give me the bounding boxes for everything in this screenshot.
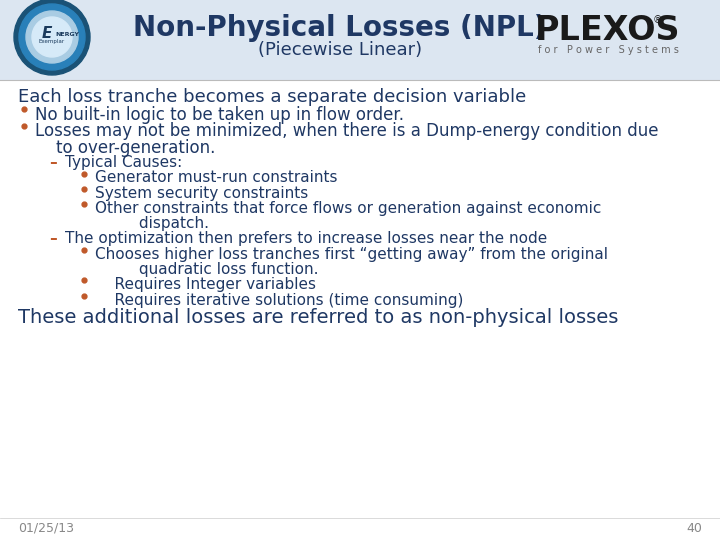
Text: Other constraints that force flows or generation against economic: Other constraints that force flows or ge… [95,201,601,216]
Text: (Piecewise Linear): (Piecewise Linear) [258,41,422,59]
Text: Requires Integer variables: Requires Integer variables [95,277,316,292]
Text: No built-in logic to be taken up in flow order.: No built-in logic to be taken up in flow… [35,106,404,124]
Text: Non-Physical Losses (NPL): Non-Physical Losses (NPL) [133,14,546,42]
Text: Losses may not be minimized, when there is a Dump-energy condition due: Losses may not be minimized, when there … [35,122,659,140]
Text: Typical Causes:: Typical Causes: [65,156,182,170]
FancyBboxPatch shape [0,0,720,80]
Circle shape [14,0,90,75]
Text: Each loss tranche becomes a separate decision variable: Each loss tranche becomes a separate dec… [18,88,526,106]
Text: Exemplar: Exemplar [39,39,65,44]
Text: 40: 40 [686,522,702,535]
Text: quadratic loss function.: quadratic loss function. [95,262,318,277]
Circle shape [32,17,72,57]
Text: to over-generation.: to over-generation. [35,139,215,157]
Text: These additional losses are referred to as non-physical losses: These additional losses are referred to … [18,308,618,327]
Circle shape [26,11,78,63]
Text: The optimization then prefers to increase losses near the node: The optimization then prefers to increas… [65,232,547,246]
Text: PLEXOS: PLEXOS [535,14,680,46]
Text: NERGY: NERGY [55,31,79,37]
Text: –: – [49,156,57,170]
Text: –: – [49,232,57,246]
Text: ®: ® [653,15,663,25]
Text: 01/25/13: 01/25/13 [18,522,74,535]
Text: E: E [42,25,52,40]
Text: Chooses higher loss tranches first “getting away” from the original: Chooses higher loss tranches first “gett… [95,247,608,262]
Text: dispatch.: dispatch. [95,216,209,231]
Text: Requires iterative solutions (time consuming): Requires iterative solutions (time consu… [95,293,464,307]
Text: System security constraints: System security constraints [95,186,308,201]
Circle shape [19,4,85,70]
Text: Generator must-run constraints: Generator must-run constraints [95,171,338,186]
Text: f o r   P o w e r   S y s t e m s: f o r P o w e r S y s t e m s [538,45,678,55]
